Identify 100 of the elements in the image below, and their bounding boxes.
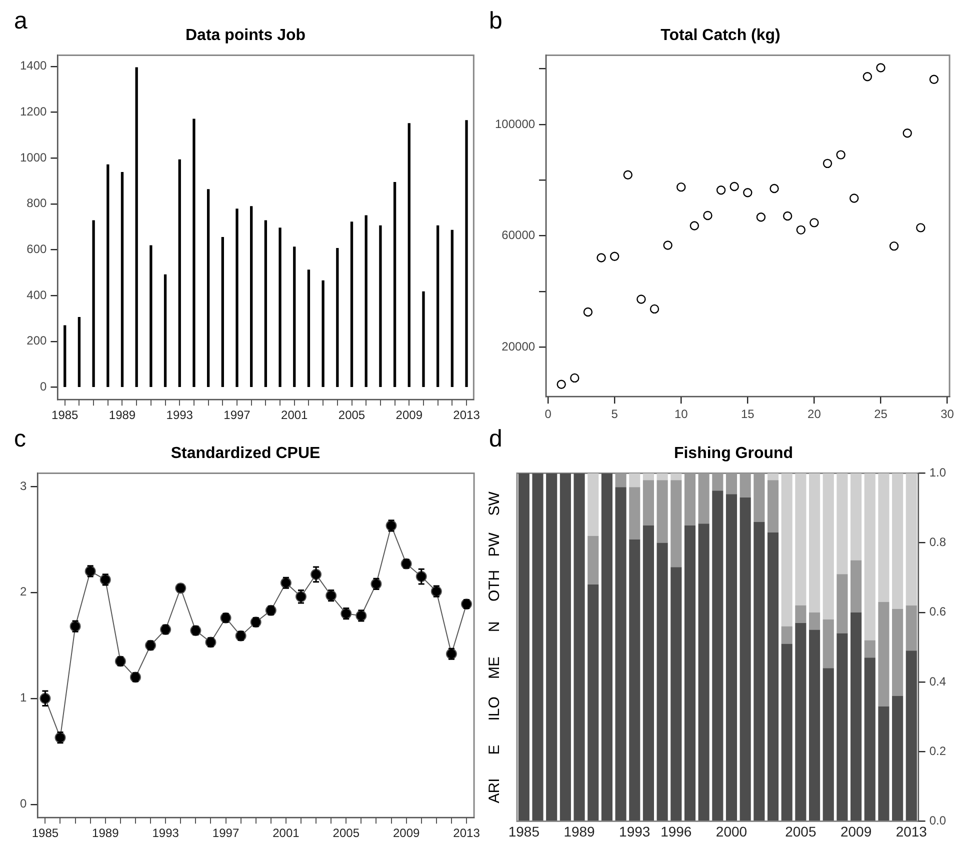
y-tick-label: 60000	[502, 228, 536, 242]
point	[916, 223, 926, 232]
chart-title: Data points Job	[185, 27, 306, 44]
point	[929, 74, 939, 84]
point	[810, 218, 819, 228]
y-tick-label: 600	[26, 242, 48, 256]
bar	[629, 473, 640, 488]
x-tick-label: 10	[674, 407, 688, 422]
bar	[135, 67, 138, 387]
point	[690, 221, 700, 230]
bar	[712, 490, 724, 821]
y-tick-label: 1	[20, 690, 27, 705]
bar	[836, 633, 848, 821]
y-tick-label: 3	[20, 478, 27, 493]
chart-title: Fishing Ground	[674, 445, 794, 462]
text: ILO	[486, 696, 504, 721]
x-tick-label: 1989	[108, 408, 136, 422]
bar	[164, 274, 167, 387]
bar	[465, 120, 468, 387]
x-tick-label: 2013	[453, 408, 480, 422]
point	[850, 194, 859, 203]
bar	[781, 644, 792, 821]
bar	[422, 291, 425, 387]
chart-title: Total Catch (kg)	[660, 27, 780, 44]
bar	[878, 473, 890, 602]
bar	[836, 473, 848, 574]
bar	[906, 473, 917, 606]
bar	[684, 473, 696, 526]
bar	[322, 280, 324, 387]
bar	[642, 473, 654, 480]
point	[636, 294, 646, 304]
x-tick-label: 25	[874, 407, 888, 422]
point	[796, 225, 806, 235]
bar	[864, 473, 876, 640]
bar	[64, 325, 66, 387]
x-tick-label: 1993	[619, 823, 650, 840]
bar	[850, 560, 862, 612]
point	[716, 186, 726, 195]
point	[556, 380, 566, 389]
bar	[656, 473, 668, 480]
x-tick-label: 2005	[332, 826, 360, 840]
y-tick-label: 0	[40, 380, 48, 394]
point	[610, 252, 620, 261]
bar	[740, 473, 751, 498]
point	[822, 158, 832, 168]
bar	[221, 237, 224, 387]
bar	[726, 494, 738, 821]
x-tick-label: 2013	[453, 826, 480, 840]
text: b	[489, 8, 502, 35]
bar	[615, 487, 626, 821]
bar	[450, 230, 454, 387]
bar	[712, 473, 724, 491]
x-tick-label: 5	[611, 407, 618, 422]
bar	[615, 473, 626, 488]
bar	[808, 630, 820, 821]
bar	[795, 605, 806, 623]
bar	[588, 584, 599, 821]
bar	[670, 473, 682, 480]
point	[770, 184, 779, 194]
y-tick-label: 1000	[20, 150, 48, 164]
bar	[393, 182, 396, 387]
chart-title: Standardized CPUE	[170, 445, 321, 462]
y2-tick-label: 0.4	[929, 674, 946, 688]
text: E	[486, 744, 504, 755]
x-tick-label: 20	[808, 407, 822, 422]
point	[889, 241, 899, 251]
x-tick-label: 1989	[564, 823, 596, 840]
bar	[808, 612, 820, 630]
bar	[642, 525, 654, 821]
text: ME	[486, 656, 504, 679]
bar	[698, 473, 710, 524]
bar	[178, 159, 181, 387]
x-tick-label: 1996	[660, 823, 692, 840]
point	[623, 170, 632, 180]
bar	[740, 498, 751, 821]
y-tick-label: 0	[20, 796, 27, 811]
text: a	[14, 8, 28, 35]
x-tick-label: 2001	[281, 408, 308, 422]
point	[663, 240, 672, 250]
bar	[698, 524, 710, 821]
x-tick-label: 1985	[32, 826, 59, 840]
bar	[767, 480, 779, 532]
text: ARI	[486, 778, 504, 804]
point	[782, 211, 792, 221]
x-tick-label: 1985	[508, 823, 540, 840]
bar	[560, 473, 571, 821]
bar	[892, 473, 904, 609]
bar	[120, 172, 124, 387]
x-tick-label: 0	[544, 407, 552, 422]
x-tick-label: 2009	[396, 408, 423, 422]
bar	[629, 539, 640, 821]
bar	[684, 525, 696, 821]
bar	[518, 473, 530, 821]
point	[703, 210, 712, 220]
x-tick-label: 2005	[338, 408, 366, 422]
x-tick-label: 1993	[166, 408, 194, 422]
point	[902, 128, 912, 138]
y-tick-label: 2	[20, 584, 27, 599]
bar	[767, 473, 779, 480]
bar	[629, 487, 640, 540]
